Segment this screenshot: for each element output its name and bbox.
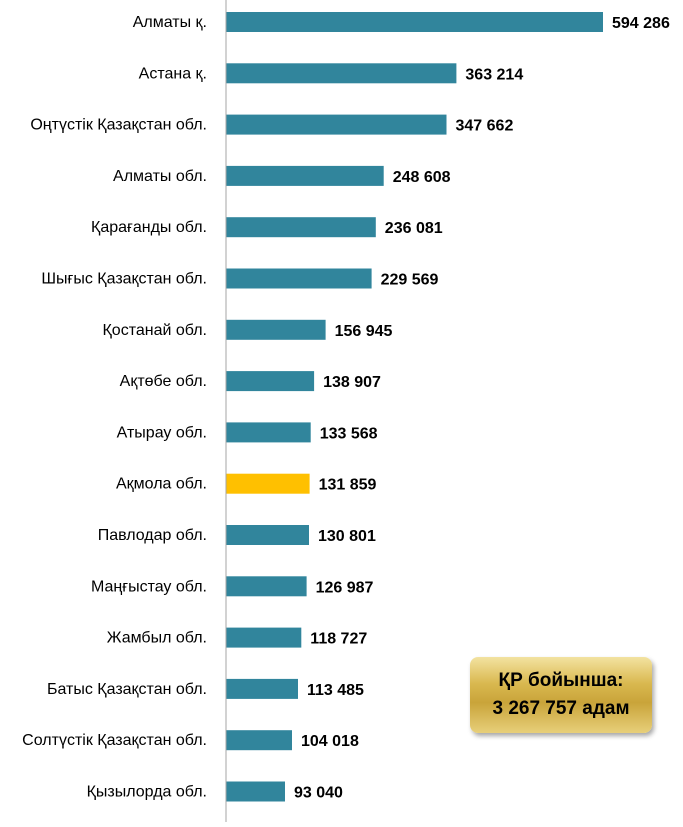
- category-label: Маңғыстау обл.: [91, 578, 207, 595]
- category-label: Атырау обл.: [117, 424, 207, 441]
- category-label: Жамбыл обл.: [107, 630, 207, 647]
- bar: [226, 627, 302, 648]
- value-label: 130 801: [318, 528, 376, 545]
- value-label: 248 608: [393, 169, 451, 186]
- category-label: Ақтөбе обл.: [120, 373, 207, 390]
- bar: [226, 63, 457, 84]
- bar: [226, 371, 315, 392]
- bar: [226, 268, 372, 289]
- bar: [226, 576, 307, 597]
- value-label: 131 859: [319, 477, 377, 494]
- value-label: 363 214: [465, 66, 523, 83]
- total-summary-title: ҚР бойынша:: [498, 670, 624, 691]
- value-label: 126 987: [316, 579, 374, 596]
- value-label: 156 945: [335, 323, 393, 340]
- bar: [226, 525, 309, 545]
- value-labels-layer: 594 286 363 214 347 662 248 608 236 081 229 5…: [294, 15, 670, 802]
- category-label: Алматы обл.: [113, 168, 207, 185]
- value-label: 347 662: [456, 118, 514, 135]
- bar: [226, 319, 326, 340]
- category-label: Астана қ.: [139, 65, 207, 82]
- value-label: 229 569: [381, 272, 439, 289]
- category-label: Павлодар обл.: [98, 527, 207, 544]
- total-summary-value: 3 267 757 адам: [492, 698, 630, 719]
- bar: [226, 217, 376, 238]
- value-label: 93 040: [294, 785, 343, 802]
- category-label: Қызылорда обл.: [87, 784, 207, 801]
- value-label: 138 907: [323, 374, 381, 391]
- category-label: Қарағанды обл.: [91, 219, 207, 236]
- bar: [226, 165, 384, 186]
- bar: [226, 12, 603, 32]
- bars-layer: [226, 12, 603, 802]
- category-labels-layer: Алматы қ. Астана қ. Оңтүстік Қазақстан обл…: [22, 14, 207, 801]
- category-label: Оңтүстік Қазақстан обл.: [30, 117, 207, 134]
- bar: [226, 730, 292, 751]
- value-label: 118 727: [310, 631, 367, 648]
- category-label: Алматы қ.: [133, 14, 207, 31]
- category-label: Солтүстік Қазақстан обл.: [22, 732, 207, 749]
- value-label: 594 286: [612, 15, 670, 32]
- category-label: Ақмола обл.: [116, 476, 207, 493]
- value-label: 133 568: [320, 425, 378, 442]
- value-label: 236 081: [385, 220, 443, 237]
- category-label: Қостанай обл.: [102, 322, 207, 339]
- bar: [226, 422, 311, 443]
- category-label: Батыс Қазақстан обл.: [47, 681, 207, 698]
- bar: [226, 781, 285, 802]
- bar-highlighted: [226, 473, 310, 494]
- value-label: 104 018: [301, 733, 359, 750]
- total-summary-box: ҚР бойынша: 3 267 757 адам: [470, 657, 652, 733]
- category-label: Шығыс Қазақстан обл.: [41, 271, 207, 288]
- value-label: 113 485: [307, 682, 364, 699]
- bar: [226, 678, 298, 699]
- bar: [226, 114, 447, 135]
